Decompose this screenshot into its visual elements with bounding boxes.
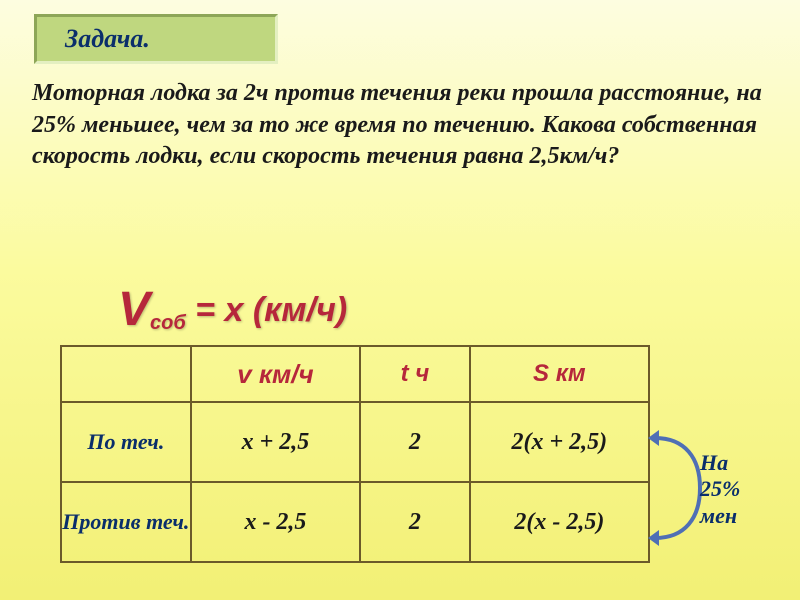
header-blank [61,346,191,402]
row-label: Против теч. [61,482,191,562]
cell-s: 2(x - 2,5) [470,482,649,562]
header-s: S км [470,346,649,402]
formula-subscript: соб [150,312,186,334]
data-table: v км/ч t ч S км По теч. x + 2,5 2 2(x + … [60,345,650,563]
header-v: v км/ч [191,346,360,402]
title-text: Задача. [65,24,150,54]
cell-s: 2(x + 2,5) [470,402,649,482]
formula-variable: V [118,283,150,336]
row-label: По теч. [61,402,191,482]
table-header-row: v км/ч t ч S км [61,346,649,402]
title-box: Задача. [34,14,278,64]
header-t: t ч [360,346,470,402]
annotation: На 25% мен [700,450,740,529]
cell-t: 2 [360,402,470,482]
annotation-line2: 25% [700,476,740,501]
table-row: По теч. x + 2,5 2 2(x + 2,5) [61,402,649,482]
formula-rhs: = x (км/ч) [186,291,347,329]
formula: Vсоб = x (км/ч) [118,282,347,337]
annotation-line1: На [700,450,728,475]
table-row: Против теч. x - 2,5 2 2(x - 2,5) [61,482,649,562]
problem-text: Моторная лодка за 2ч против течения реки… [32,78,772,173]
cell-v: x - 2,5 [191,482,360,562]
cell-t: 2 [360,482,470,562]
annotation-line3: мен [700,503,737,528]
cell-v: x + 2,5 [191,402,360,482]
